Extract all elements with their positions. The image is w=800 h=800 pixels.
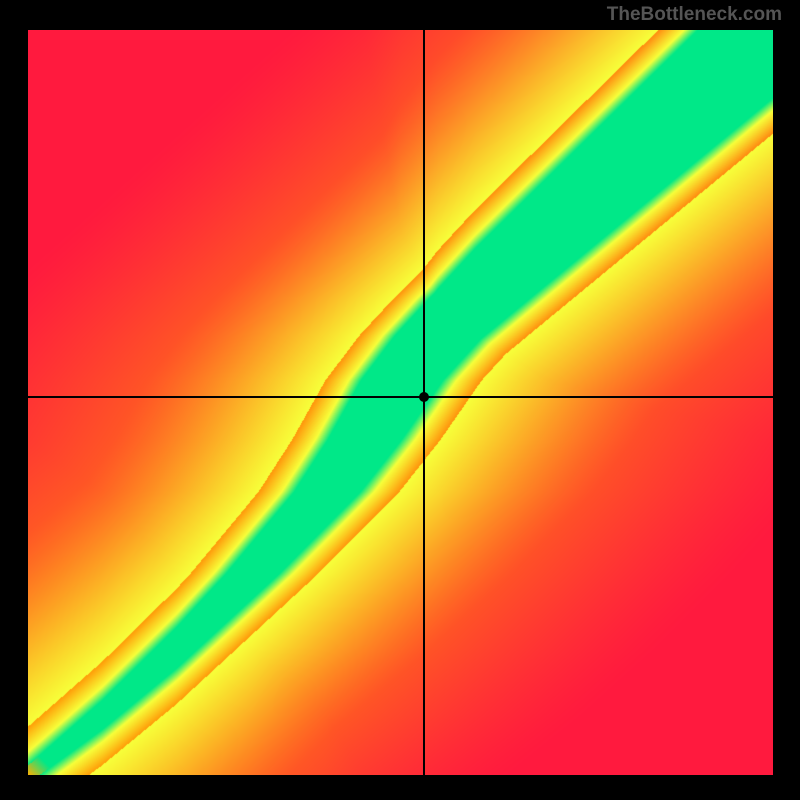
data-point-marker	[419, 392, 429, 402]
horizontal-axis-line	[28, 396, 773, 398]
chart-container: TheBottleneck.com	[0, 0, 800, 800]
watermark-text: TheBottleneck.com	[607, 4, 782, 26]
plot-area	[28, 30, 773, 775]
vertical-axis-line	[423, 30, 425, 775]
heatmap-canvas	[28, 30, 773, 775]
